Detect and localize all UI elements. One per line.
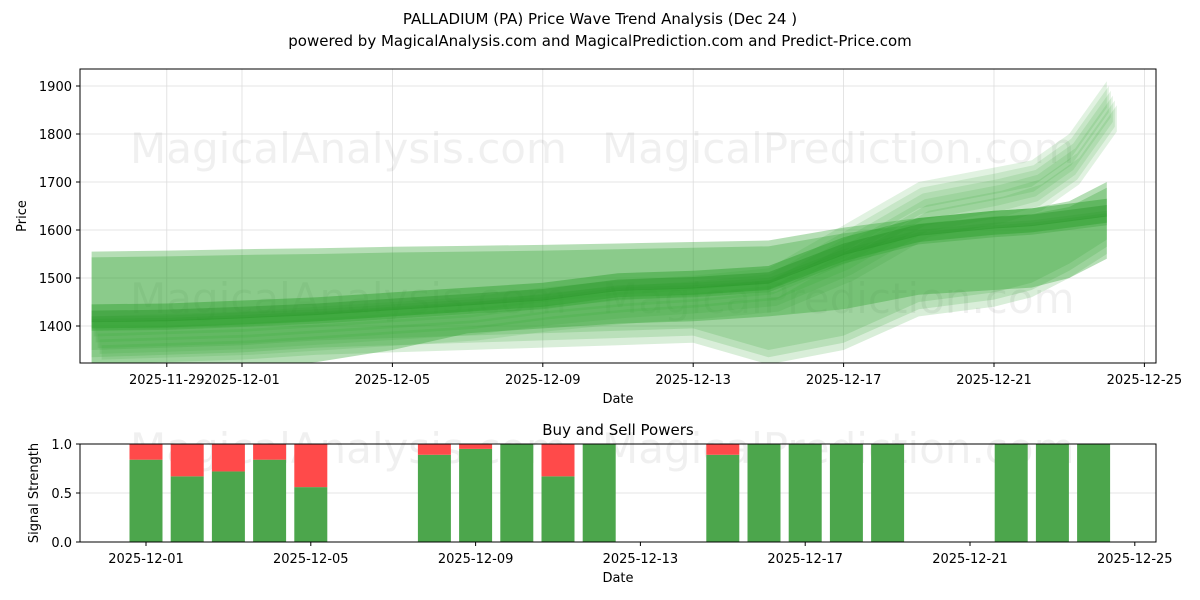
y-tick-label: 0.5 bbox=[51, 487, 72, 502]
x-tick-label: 2025-11-29 bbox=[129, 373, 205, 388]
y-tick-label: 1900 bbox=[39, 80, 72, 95]
buy-bar bbox=[130, 460, 163, 542]
buy-bar bbox=[253, 460, 286, 542]
watermark-prediction-top: MagicalPrediction.com bbox=[602, 124, 1075, 173]
price-y-ticks: 1400 1500 1600 1700 1800 1900 bbox=[39, 80, 80, 335]
y-tick-label: 1500 bbox=[39, 272, 72, 287]
sell-bar bbox=[130, 444, 163, 460]
buy-bar bbox=[212, 471, 245, 542]
x-tick-label: 2025-12-05 bbox=[273, 552, 349, 567]
signal-x-axis-label: Date bbox=[602, 571, 633, 586]
y-tick-label: 1.0 bbox=[51, 438, 72, 453]
y-tick-label: 1800 bbox=[39, 128, 72, 143]
x-tick-label: 2025-12-13 bbox=[655, 373, 731, 388]
x-tick-label: 2025-12-17 bbox=[806, 373, 882, 388]
buy-bar bbox=[171, 476, 204, 542]
buy-bar bbox=[500, 444, 533, 542]
buy-bar bbox=[542, 476, 575, 542]
price-x-ticks: 2025-11-292025-12-01 2025-12-05 2025-12-09… bbox=[129, 363, 1182, 388]
buy-sell-chart: Buy and Sell Powers MagicalAnalysis.com … bbox=[27, 421, 1173, 586]
x-tick-label: 2025-12-21 bbox=[956, 373, 1032, 388]
buy-bar bbox=[830, 444, 863, 542]
chart-canvas: MagicalAnalysis.com MagicalPrediction.co… bbox=[0, 0, 1200, 600]
sell-bar bbox=[542, 444, 575, 476]
sell-bar bbox=[171, 444, 204, 476]
x-tick-label: 2025-12-21 bbox=[932, 552, 1008, 567]
sell-bar bbox=[706, 444, 739, 455]
sell-bar bbox=[253, 444, 286, 460]
signal-x-ticks: 2025-12-01 2025-12-05 2025-12-09 2025-12-13… bbox=[108, 542, 1172, 567]
sell-bar bbox=[418, 444, 451, 455]
x-tick-label: 2025-12-09 bbox=[505, 373, 581, 388]
y-tick-label: 1700 bbox=[39, 176, 72, 191]
buy-bar bbox=[294, 487, 327, 542]
y-tick-label: 0.0 bbox=[51, 536, 72, 551]
sell-bar bbox=[294, 444, 327, 487]
y-tick-label: 1600 bbox=[39, 224, 72, 239]
price-x-axis-label: Date bbox=[602, 392, 633, 407]
x-tick-label: 2025-12-13 bbox=[603, 552, 679, 567]
x-tick-label: 2025-12-01 bbox=[108, 552, 184, 567]
price-y-axis-label: Price bbox=[15, 200, 30, 232]
buy-bar bbox=[995, 444, 1028, 542]
watermark-analysis-top: MagicalAnalysis.com bbox=[130, 124, 567, 173]
buy-bar bbox=[789, 444, 822, 542]
y-tick-label: 1400 bbox=[39, 320, 72, 335]
x-tick-label: 2025-12-17 bbox=[767, 552, 843, 567]
price-wave-chart: MagicalAnalysis.com MagicalPrediction.co… bbox=[15, 69, 1182, 407]
x-tick-label: 2025-12-05 bbox=[355, 373, 431, 388]
buy-bar bbox=[459, 449, 492, 542]
x-tick-label: 2025-12-09 bbox=[438, 552, 514, 567]
buy-bar bbox=[583, 444, 616, 542]
x-tick-label: 2025-12-25 bbox=[1107, 373, 1183, 388]
sell-bar bbox=[459, 444, 492, 449]
signal-y-axis-label: Signal Strength bbox=[27, 443, 42, 543]
buy-bar bbox=[748, 444, 781, 542]
buy-bar bbox=[706, 455, 739, 542]
buy-bar bbox=[871, 444, 904, 542]
buy-bar bbox=[1077, 444, 1110, 542]
x-tick-label: 2025-12-25 bbox=[1097, 552, 1173, 567]
buy-bar bbox=[418, 455, 451, 542]
signal-y-ticks: 0.0 0.5 1.0 bbox=[51, 438, 80, 551]
buy-bar bbox=[1036, 444, 1069, 542]
x-tick-label: 2025-12-01 bbox=[204, 373, 280, 388]
sell-bar bbox=[212, 444, 245, 471]
